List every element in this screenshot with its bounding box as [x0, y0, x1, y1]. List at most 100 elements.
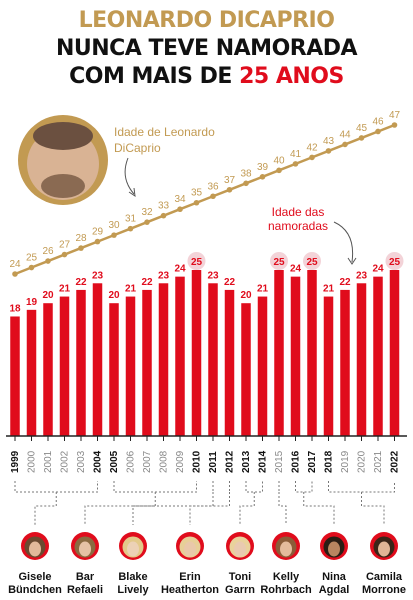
portrait-face [29, 541, 41, 557]
leo-age-label: 30 [108, 220, 120, 231]
title-line-3-prefix: COM MAIS DE [69, 64, 240, 89]
leo-age-label-line1: Idade de Leonardo [114, 125, 215, 139]
highlight-circle [187, 252, 206, 270]
leo-portrait-beard [41, 174, 85, 198]
gf-age-label: 25 [389, 257, 401, 268]
gf-age-bar [307, 270, 317, 436]
leo-age-label: 26 [42, 246, 54, 257]
x-tick-label: 2003 [76, 450, 87, 473]
leo-age-arrowhead [128, 187, 136, 198]
x-tick-label: 1999 [10, 450, 21, 473]
leo-age-point [127, 225, 134, 232]
gf-age-bar [10, 316, 20, 436]
gf-age-bar [373, 276, 383, 436]
leo-age-point [61, 251, 68, 258]
x-tick-label: 2001 [43, 450, 54, 473]
x-tick-label: 2017 [307, 450, 318, 473]
gf-age-label: 23 [92, 270, 104, 281]
gf-age-bar [274, 270, 284, 436]
leo-age-point [375, 128, 381, 135]
x-tick-label: 2013 [241, 450, 252, 473]
bracket-connector [189, 492, 230, 525]
portrait-face [280, 541, 292, 557]
gf-age-label-line1: Idade das [272, 205, 325, 219]
year-bracket [328, 481, 395, 493]
leo-age-point [292, 161, 299, 167]
gf-age-bar [224, 289, 235, 436]
gf-age-label: 23 [356, 270, 368, 281]
gf-age-label: 22 [75, 277, 87, 288]
gf-name-line2: Agdal [319, 584, 350, 596]
leo-age-line [14, 123, 395, 276]
gf-age-label: 25 [306, 257, 318, 268]
leo-age-point [193, 199, 200, 206]
leo-age-label: 27 [59, 240, 71, 251]
gf-age-label: 20 [42, 290, 54, 301]
leo-age-label: 42 [306, 142, 318, 153]
leo-age-label: 24 [9, 259, 21, 270]
bracket-connector [84, 492, 156, 525]
gf-age-label: 21 [59, 284, 71, 295]
gf-age-label: 25 [191, 257, 203, 268]
leo-age-label: 31 [125, 214, 137, 225]
bracket-connector [303, 492, 335, 525]
x-tick-label: 2016 [291, 450, 302, 473]
title-line-2: NUNCA TEVE NAMORADA [55, 36, 358, 61]
leo-age-label: 25 [26, 253, 38, 264]
leo-age-label: 33 [158, 201, 170, 212]
leo-age-label: 37 [224, 175, 236, 186]
gf-age-label-line2: namoradas [268, 219, 328, 233]
gf-name-line1: Camila [366, 571, 403, 583]
bracket-connector [361, 492, 385, 525]
leo-age-point [226, 186, 233, 193]
x-tick-label: 2002 [60, 450, 71, 473]
x-tick-label: 2021 [373, 450, 384, 473]
x-tick-label: 2009 [175, 450, 186, 473]
bracket-connector [239, 492, 255, 525]
x-tick-label: 2022 [390, 450, 401, 473]
x-tick-label: 2012 [225, 450, 236, 473]
leo-age-point [45, 258, 51, 264]
leo-age-label: 46 [372, 116, 384, 127]
leo-age-point [243, 180, 249, 187]
gf-age-label: 22 [339, 277, 351, 288]
x-tick-label: 2005 [109, 450, 120, 473]
bracket-connector [34, 492, 57, 525]
x-tick-label: 2006 [126, 450, 137, 473]
gf-name-line1: Blake [118, 571, 147, 583]
leo-age-point [358, 135, 365, 141]
highlight-circle [303, 252, 321, 270]
highlight-circle [270, 252, 288, 270]
leo-age-label-line2: DiCaprio [114, 141, 161, 155]
x-tick-label: 2010 [192, 450, 203, 473]
gf-age-bar [109, 303, 119, 436]
gf-name-line2: Rohrbach [260, 584, 312, 596]
gf-name-line1: Gisele [18, 571, 51, 583]
gf-age-bar [158, 283, 169, 436]
highlight-circle [385, 252, 404, 270]
leo-age-label: 47 [389, 110, 401, 121]
gf-age-label: 23 [207, 270, 219, 281]
year-bracket [14, 481, 98, 493]
title-line-3: COM MAIS DE 25 ANOS [0, 64, 413, 89]
gf-age-bar [76, 289, 86, 436]
gf-name-line2: Refaeli [67, 584, 103, 596]
x-tick-label: 2020 [357, 450, 368, 473]
x-tick-label: 2000 [27, 450, 38, 473]
gf-age-label: 24 [174, 264, 186, 275]
bracket-connector [278, 492, 287, 525]
x-tick-label: 2019 [340, 450, 351, 473]
leo-age-point [391, 122, 398, 128]
leo-portrait-hair [33, 122, 93, 150]
gf-age-bar [356, 283, 367, 436]
leo-age-label: 29 [92, 227, 104, 238]
gf-age-label: 20 [108, 290, 120, 301]
x-tick-label: 2007 [142, 450, 153, 473]
title-line-3-highlight: 25 ANOS [239, 64, 344, 89]
year-bracket [113, 481, 197, 493]
leo-age-point [309, 154, 315, 161]
gf-age-bar [43, 303, 53, 436]
leo-age-point [259, 174, 266, 180]
gf-age-label: 25 [273, 257, 285, 268]
